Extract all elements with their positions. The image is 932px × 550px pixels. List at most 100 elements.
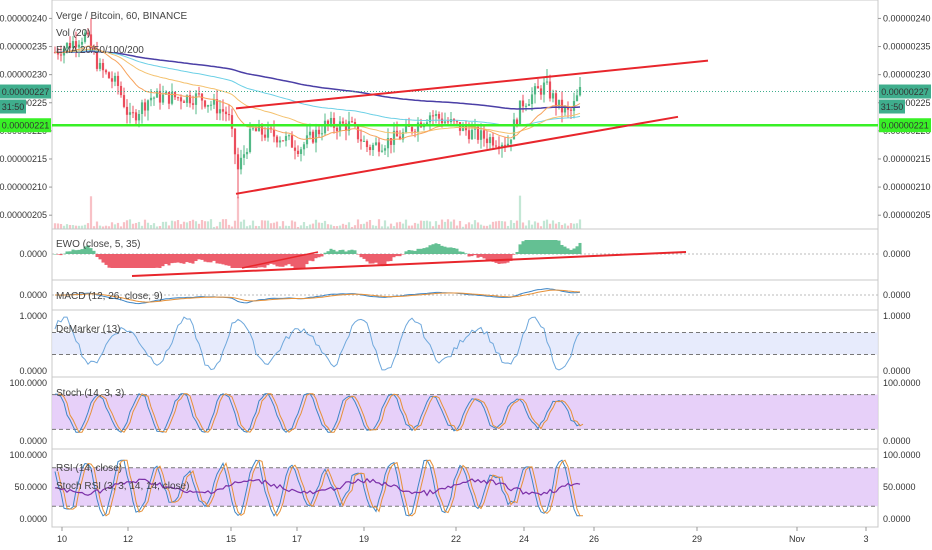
candle-body[interactable] [245, 151, 249, 155]
candle-body[interactable] [152, 97, 156, 99]
candle-body[interactable] [281, 140, 285, 142]
ewo-trendline-short[interactable] [241, 251, 319, 269]
candle-body[interactable] [284, 136, 288, 141]
candle-body[interactable] [344, 123, 348, 131]
candle-body[interactable] [359, 139, 363, 142]
candle-body[interactable] [83, 32, 87, 42]
candle-body[interactable] [383, 148, 387, 151]
candle-body[interactable] [287, 135, 291, 137]
candle-body[interactable] [431, 115, 435, 117]
candle-body[interactable] [491, 137, 495, 146]
candle-body[interactable] [398, 136, 402, 140]
candle-body[interactable] [260, 125, 264, 135]
candle-body[interactable] [107, 72, 111, 79]
rsi-pane[interactable]: 100.0000 100.0000 50.0000 50.0000 0.0000 0.00… [9, 448, 921, 528]
stoch-pane[interactable]: 100.0000 100.0000 0.0000 0.0000 [9, 376, 921, 450]
candle-body[interactable] [446, 121, 450, 123]
ewo-trendline[interactable] [131, 251, 687, 277]
candle-body[interactable] [161, 94, 165, 103]
candle-body[interactable] [116, 75, 120, 86]
candle-body[interactable] [323, 120, 327, 134]
candle-body[interactable] [233, 128, 237, 155]
candle-body[interactable] [242, 154, 246, 158]
candle-body[interactable] [326, 120, 330, 124]
candle-body[interactable] [557, 99, 561, 107]
candle-body[interactable] [530, 94, 534, 105]
candles[interactable] [53, 18, 582, 199]
candle-body[interactable] [98, 62, 102, 69]
candle-body[interactable] [305, 135, 309, 145]
upper-trendline[interactable] [235, 59, 709, 110]
candle-body[interactable] [437, 113, 441, 119]
candle-body[interactable] [182, 101, 186, 103]
candle-body[interactable] [482, 130, 486, 139]
candle-body[interactable] [236, 154, 240, 170]
candle-body[interactable] [365, 140, 369, 148]
price-pane[interactable]: 0.00000240 0.00000240 0.00000235 0.00000235… [0, 0, 931, 230]
candle-body[interactable] [494, 145, 498, 147]
candle-body[interactable] [335, 127, 339, 132]
candle-body[interactable] [392, 130, 396, 145]
candle-body[interactable] [461, 125, 465, 131]
candle-body[interactable] [104, 70, 108, 73]
candle-body[interactable] [362, 140, 366, 142]
candle-body[interactable] [329, 117, 333, 124]
candle-body[interactable] [395, 130, 399, 137]
candle-body[interactable] [332, 117, 336, 128]
candle-body[interactable] [194, 93, 198, 105]
candle-body[interactable] [296, 150, 300, 155]
candle-body[interactable] [257, 125, 261, 132]
candle-body[interactable] [230, 115, 234, 129]
candle-body[interactable] [311, 131, 315, 143]
candle-body[interactable] [488, 137, 492, 144]
candle-body[interactable] [149, 97, 153, 101]
candle-body[interactable] [302, 144, 306, 150]
candle-body[interactable] [125, 106, 129, 115]
candle-body[interactable] [356, 125, 360, 140]
candle-body[interactable] [350, 121, 354, 123]
candle-body[interactable] [95, 51, 99, 69]
candle-body[interactable] [239, 157, 243, 170]
candle-body[interactable] [455, 121, 459, 123]
candle-body[interactable] [476, 126, 480, 140]
candle-body[interactable] [167, 91, 171, 104]
candle-body[interactable] [71, 41, 75, 48]
candle-body[interactable] [443, 121, 447, 124]
candle-body[interactable] [251, 128, 255, 130]
candle-body[interactable] [221, 109, 225, 112]
candle-body[interactable] [56, 52, 60, 55]
candle-body[interactable] [212, 99, 216, 105]
candle-body[interactable] [386, 138, 390, 149]
candle-body[interactable] [479, 130, 483, 140]
candle-body[interactable] [158, 90, 162, 103]
candle-body[interactable] [224, 111, 228, 115]
candle-body[interactable] [119, 85, 123, 96]
candle-body[interactable] [416, 122, 420, 133]
candle-body[interactable] [218, 109, 222, 114]
candle-body[interactable] [122, 95, 126, 107]
demarker-pane[interactable]: 1.0000 1.0000 0.0000 0.0000 [19, 309, 911, 378]
candle-body[interactable] [254, 128, 258, 132]
candle-body[interactable] [425, 122, 429, 125]
candle-body[interactable] [209, 104, 213, 106]
candle-body[interactable] [65, 42, 69, 49]
candle-body[interactable] [308, 131, 312, 136]
candle-body[interactable] [554, 93, 558, 107]
candle-body[interactable] [278, 140, 282, 143]
candle-body[interactable] [293, 147, 297, 151]
candle-body[interactable] [380, 150, 384, 152]
candle-body[interactable] [266, 127, 270, 138]
candle-body[interactable] [317, 129, 321, 135]
candle-body[interactable] [80, 41, 84, 45]
candle-body[interactable] [248, 128, 252, 152]
candle-body[interactable] [413, 131, 417, 133]
candle-body[interactable] [206, 105, 210, 107]
candle-body[interactable] [353, 122, 357, 126]
candle-body[interactable] [227, 114, 231, 116]
candle-body[interactable] [527, 104, 531, 106]
candle-body[interactable] [131, 112, 135, 114]
candle-body[interactable] [299, 149, 303, 155]
candle-body[interactable] [512, 119, 516, 140]
candle-body[interactable] [521, 100, 525, 107]
